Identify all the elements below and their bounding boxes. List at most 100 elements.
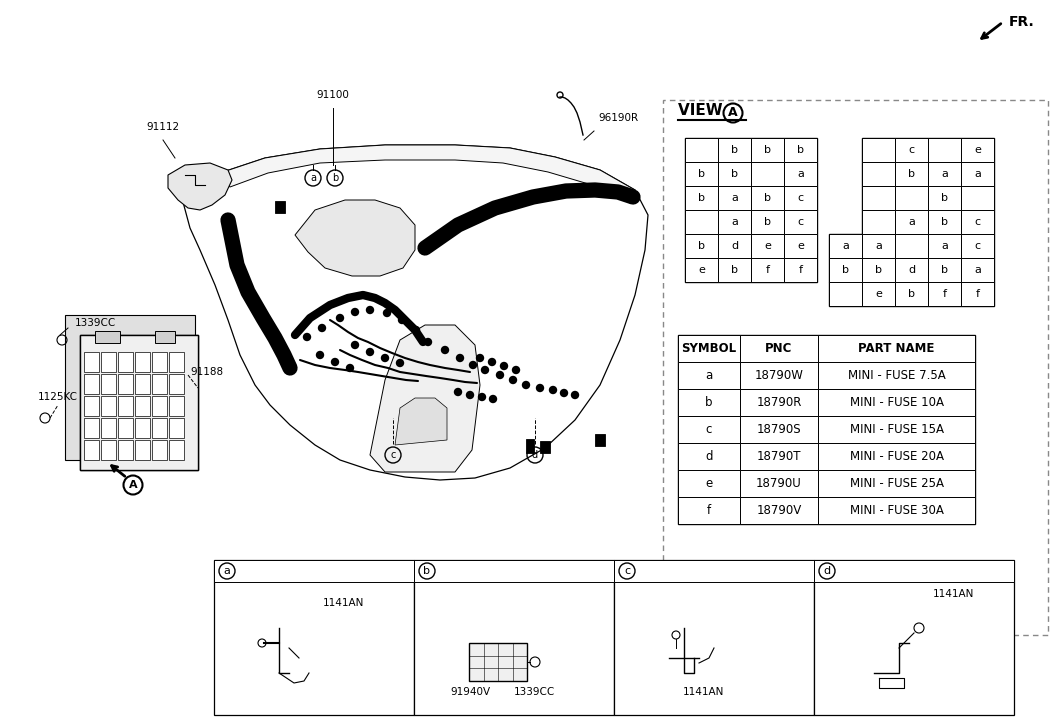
Bar [168,374,184,394]
Text: e: e [764,241,771,251]
Text: A: A [128,480,137,490]
Text: d: d [731,241,738,251]
Bar [928,258,961,282]
Bar [829,258,862,282]
Bar [895,234,928,258]
Bar [118,374,133,394]
Bar [751,162,784,186]
Bar [135,418,150,438]
Circle shape [397,359,403,366]
Text: a: a [310,173,316,183]
Bar [784,258,817,282]
Text: e: e [706,477,713,490]
Text: e: e [974,145,981,155]
Bar [928,210,961,234]
Bar [65,315,195,460]
Bar [686,234,718,258]
Bar [84,352,99,372]
Bar [135,374,150,394]
Bar [118,440,133,460]
Circle shape [457,355,463,361]
Text: d: d [823,566,831,576]
Bar [80,335,198,470]
Text: b: b [698,169,706,179]
Text: b: b [764,145,771,155]
Text: c: c [797,217,803,227]
Bar [414,560,614,715]
Text: 1339CC: 1339CC [514,687,555,696]
Bar [168,396,184,416]
Text: MINI - FUSE 25A: MINI - FUSE 25A [850,477,943,490]
Bar [686,138,817,282]
Text: a: a [223,566,231,576]
Circle shape [366,307,374,313]
Bar [895,210,928,234]
Bar [678,497,740,524]
Text: 1141AN: 1141AN [323,598,364,608]
Bar [740,389,818,416]
Text: PART NAME: PART NAME [858,342,935,355]
Text: b: b [764,217,771,227]
Bar [526,439,534,453]
Text: c: c [909,145,915,155]
Bar [928,138,961,162]
Text: 18790W: 18790W [755,369,803,382]
Text: 18790S: 18790S [757,423,801,436]
Bar [961,210,994,234]
Bar [862,282,895,306]
Bar [818,497,975,524]
Text: b: b [423,566,431,576]
Bar [740,362,818,389]
Text: f: f [798,265,802,275]
Bar [718,138,751,162]
Text: b: b [842,265,849,275]
Text: a: a [797,169,803,179]
Bar [168,418,184,438]
Text: b: b [698,241,706,251]
Circle shape [424,339,432,345]
Bar [740,443,818,470]
Bar [614,560,814,715]
Bar [678,335,975,524]
Bar [784,234,817,258]
Bar [829,282,994,306]
Bar [928,234,961,258]
Text: FR.: FR. [1009,15,1035,29]
Bar [80,335,198,470]
Text: b: b [941,193,948,203]
Circle shape [550,387,556,393]
Bar [862,138,895,162]
Circle shape [560,390,568,396]
Circle shape [490,395,497,403]
Text: e: e [875,289,882,299]
Bar [751,234,784,258]
Text: b: b [908,289,915,299]
Text: a: a [974,265,981,275]
Bar [829,234,862,258]
Bar [678,389,740,416]
Bar [135,440,150,460]
Bar [818,389,975,416]
Circle shape [352,308,358,316]
Bar [678,470,740,497]
Bar [814,560,1014,582]
Circle shape [466,392,474,398]
Text: c: c [797,193,803,203]
Bar [961,162,994,186]
Bar [152,440,167,460]
Bar [152,418,167,438]
Text: 18790V: 18790V [756,504,801,517]
Bar [101,374,116,394]
Circle shape [481,366,489,374]
Text: d: d [532,450,538,460]
Bar [101,352,116,372]
Bar [718,258,751,282]
Circle shape [346,364,354,371]
Text: MINI - FUSE 20A: MINI - FUSE 20A [850,450,943,463]
Bar [814,560,1014,715]
Bar [751,210,784,234]
Polygon shape [183,145,648,480]
Circle shape [441,347,449,353]
Bar [101,396,116,416]
Bar [118,396,133,416]
